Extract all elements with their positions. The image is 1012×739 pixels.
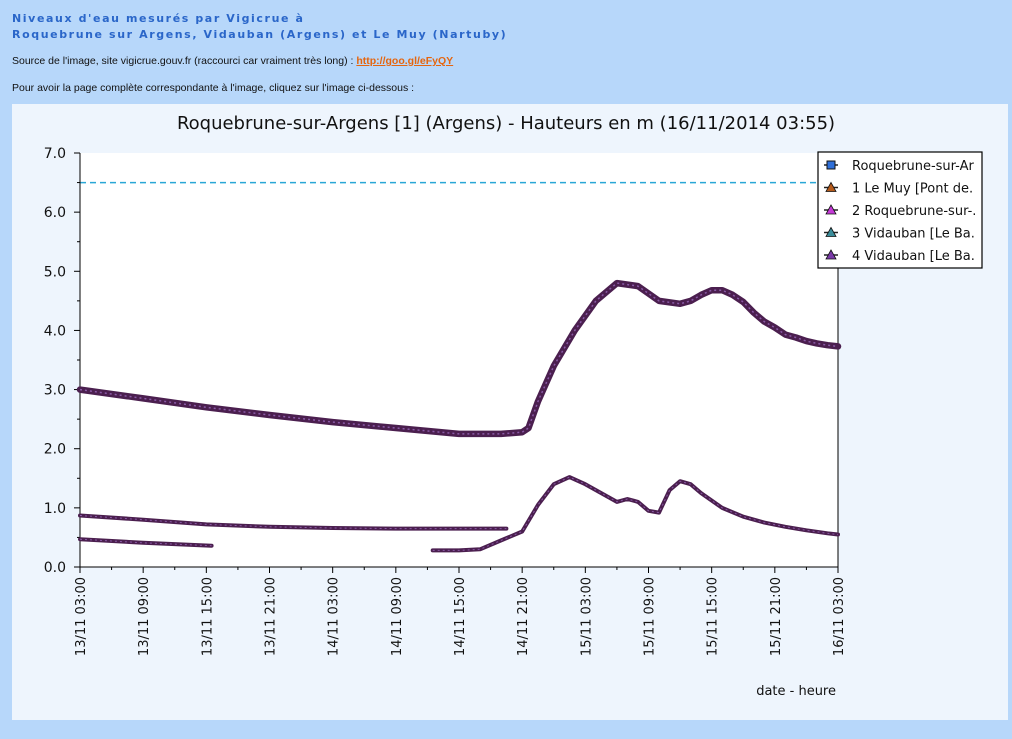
legend-label: Roquebrune-sur-Ar	[852, 159, 974, 174]
y-tick-label: 6.0	[44, 205, 66, 221]
series-group	[78, 513, 509, 531]
legend-marker-triangle	[825, 249, 837, 260]
header-title-line2: Roquebrune sur Argens, Vidauban (Argens)…	[12, 28, 508, 41]
legend-label: 3 Vidauban [Le Ba.	[852, 227, 975, 242]
series-line-markers	[79, 515, 507, 530]
source-text: Source de l'image, site vigicrue.gouv.fr…	[12, 55, 357, 67]
x-tick-label: 15/11 21:00	[769, 577, 784, 656]
x-tick-label: 15/11 03:00	[579, 577, 594, 656]
chart-image[interactable]: Roquebrune-sur-Argens [1] (Argens) - Hau…	[12, 104, 1008, 720]
x-tick-label: 13/11 03:00	[74, 577, 89, 656]
chart-title: Roquebrune-sur-Argens [1] (Argens) - Hau…	[177, 113, 835, 134]
x-axis-label: date - heure	[756, 684, 836, 699]
page-header-title: Niveaux d'eau mesurés par Vigicrue à Roq…	[12, 11, 507, 43]
series-line-markers	[79, 282, 839, 435]
x-tick-label: 13/11 21:00	[264, 577, 279, 656]
y-tick-label: 5.0	[44, 264, 66, 280]
legend-marker-triangle	[825, 204, 837, 215]
plot-area	[80, 153, 838, 567]
y-tick-label: 2.0	[44, 442, 66, 458]
legend-label: 4 Vidauban [Le Ba.	[852, 249, 975, 264]
legend-marker-square	[826, 160, 836, 170]
x-tick-label: 14/11 03:00	[327, 577, 342, 656]
series-group	[76, 279, 842, 438]
x-tick-label: 15/11 09:00	[643, 577, 658, 656]
source-link[interactable]: http://goo.gl/eFyQY	[356, 55, 454, 67]
y-tick-label: 3.0	[44, 383, 66, 399]
x-tick-label: 16/11 03:00	[832, 577, 847, 656]
y-tick-label: 0.0	[44, 560, 66, 576]
x-tick-label: 13/11 09:00	[137, 577, 152, 656]
legend-label: 2 Roquebrune-sur-.	[852, 204, 976, 219]
info-line: Pour avoir la page complète correspondan…	[12, 82, 415, 94]
legend-marker-triangle	[825, 226, 837, 237]
y-tick-label: 4.0	[44, 323, 66, 339]
source-line: Source de l'image, site vigicrue.gouv.fr…	[12, 55, 453, 67]
x-tick-label: 13/11 15:00	[200, 577, 215, 656]
water-level-chart[interactable]: Roquebrune-sur-Argens [1] (Argens) - Hau…	[12, 104, 1008, 720]
series-group	[78, 537, 214, 548]
y-tick-label: 7.0	[44, 146, 66, 162]
legend-marker-triangle	[825, 181, 837, 192]
y-tick-label: 1.0	[44, 501, 66, 517]
x-tick-label: 15/11 15:00	[706, 577, 721, 656]
series-line-markers	[79, 538, 212, 547]
legend-box	[817, 151, 983, 269]
series-group	[430, 475, 840, 553]
x-tick-label: 14/11 09:00	[390, 577, 405, 656]
x-tick-label: 14/11 21:00	[516, 577, 531, 656]
legend-label: 1 Le Muy [Pont de.	[852, 182, 973, 197]
series-line	[430, 475, 840, 553]
x-tick-label: 14/11 15:00	[453, 577, 468, 656]
header-title-line1: Niveaux d'eau mesurés par Vigicrue à	[12, 12, 305, 25]
